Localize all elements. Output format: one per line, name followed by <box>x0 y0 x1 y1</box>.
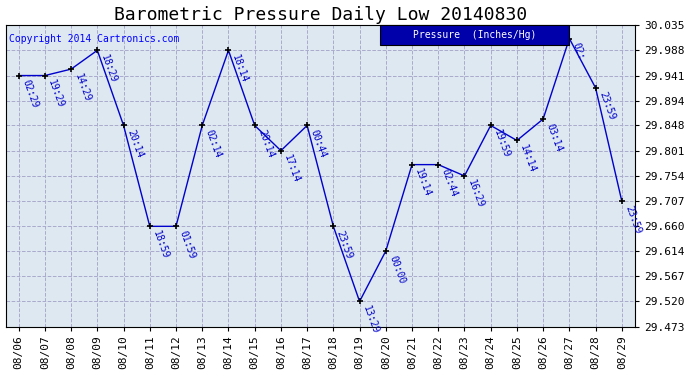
Text: 01:59: 01:59 <box>177 229 197 260</box>
Text: 00:44: 00:44 <box>308 128 328 159</box>
Text: 23:59: 23:59 <box>597 91 616 122</box>
Text: 19:14: 19:14 <box>413 167 433 198</box>
Text: 03:14: 03:14 <box>544 122 564 153</box>
Text: 23:59: 23:59 <box>335 229 354 260</box>
Text: 20:14: 20:14 <box>256 128 275 159</box>
Text: 18:59: 18:59 <box>151 229 170 260</box>
Text: 14:29: 14:29 <box>72 72 92 103</box>
Text: 17:14: 17:14 <box>282 153 302 184</box>
Text: 23:59: 23:59 <box>623 204 642 235</box>
Text: 13:29: 13:29 <box>361 304 380 335</box>
Text: 16:29: 16:29 <box>466 178 485 210</box>
Text: 18:14: 18:14 <box>230 53 249 84</box>
FancyBboxPatch shape <box>380 25 569 45</box>
Text: Copyright 2014 Cartronics.com: Copyright 2014 Cartronics.com <box>9 34 179 44</box>
Text: 02:: 02: <box>571 41 586 61</box>
Text: 02:29: 02:29 <box>20 78 39 110</box>
Text: 19:59: 19:59 <box>492 128 511 159</box>
Text: 02:14: 02:14 <box>204 128 223 159</box>
Text: 00:00: 00:00 <box>387 254 406 285</box>
Text: 20:14: 20:14 <box>125 128 144 159</box>
Title: Barometric Pressure Daily Low 20140830: Barometric Pressure Daily Low 20140830 <box>114 6 527 24</box>
Text: 19:29: 19:29 <box>46 78 66 110</box>
Text: 14:14: 14:14 <box>518 143 538 174</box>
Text: 02:44: 02:44 <box>440 167 459 198</box>
Text: 18:29: 18:29 <box>99 53 118 84</box>
Text: Pressure  (Inches/Hg): Pressure (Inches/Hg) <box>413 30 536 40</box>
